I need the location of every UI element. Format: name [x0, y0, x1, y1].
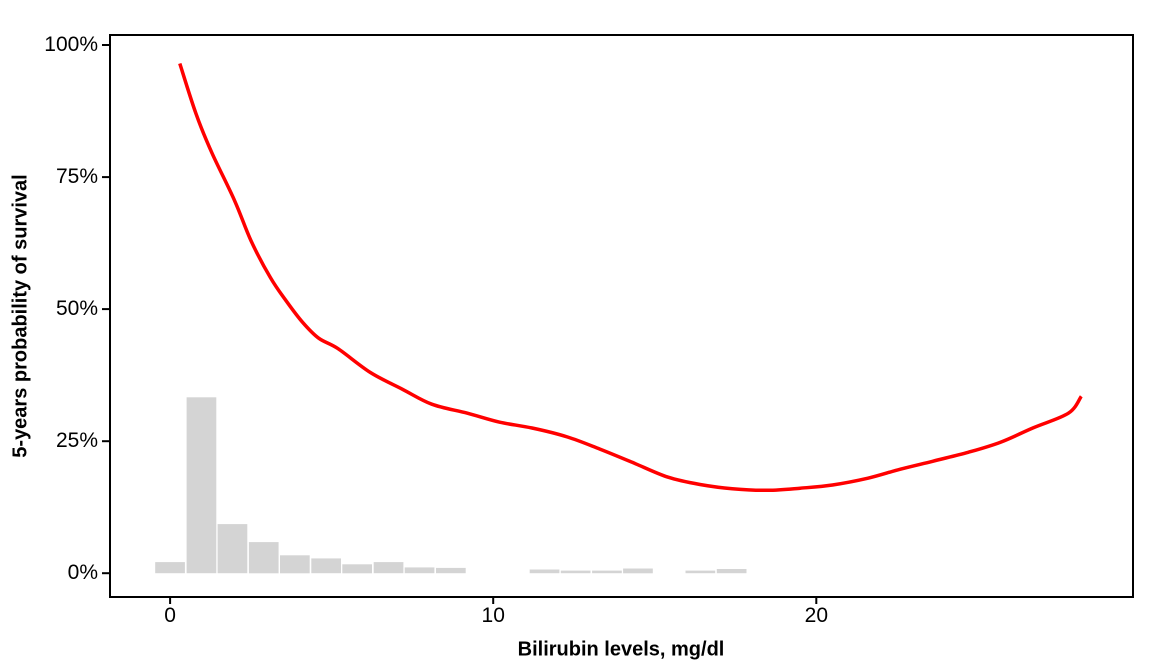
histogram-bar: [280, 555, 310, 574]
histogram-bar: [186, 397, 217, 574]
histogram-bar: [436, 567, 466, 574]
y-tick-label-3: 75%: [55, 165, 98, 189]
histogram-bar: [529, 569, 560, 574]
histogram-bar: [623, 568, 653, 574]
histogram-bar: [373, 562, 404, 574]
histogram-bar: [404, 567, 435, 574]
panel-border: [109, 34, 1134, 598]
x-tick-label-1: 10: [481, 604, 505, 627]
histogram-bar: [716, 569, 747, 574]
histogram-bar: [217, 524, 248, 574]
y-tick-label-1: 25%: [55, 429, 98, 453]
x-tick-label-2: 20: [804, 604, 829, 627]
histogram-bar: [311, 558, 341, 574]
histogram-bar: [592, 570, 622, 574]
histogram-bar: [342, 564, 372, 574]
x-axis-title: Bilirubin levels, mg/dl: [517, 638, 725, 661]
y-tick-label-2: 50%: [55, 297, 98, 321]
histogram-bar: [248, 542, 279, 574]
histogram-bar: [155, 562, 185, 574]
survival-curve: [178, 62, 1083, 493]
y-tick-label-4: 100%: [44, 33, 98, 57]
y-tick-label-0: 0%: [67, 561, 98, 585]
histogram-bar: [685, 570, 716, 574]
histogram-bar: [560, 570, 591, 574]
y-axis-title: 5-years probability of survival: [9, 174, 32, 458]
x-tick-label-0: 0: [164, 604, 176, 627]
